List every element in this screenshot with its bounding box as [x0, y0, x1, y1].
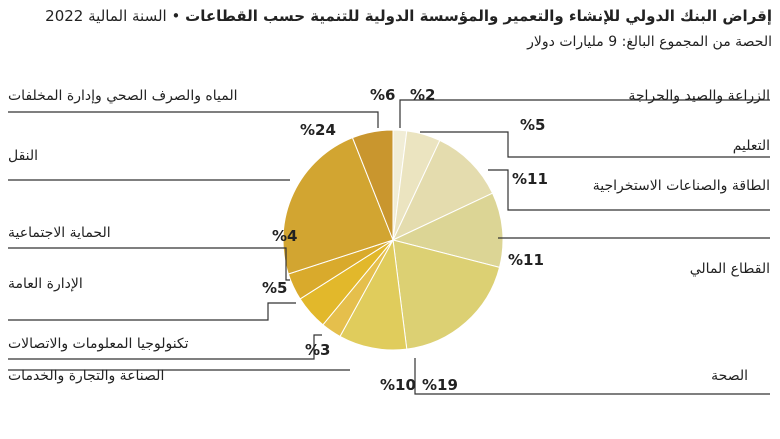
leader-line	[8, 111, 379, 128]
slice-percent-label: %3	[305, 341, 330, 359]
slice-category-label: المياه والصرف الصحي وإدارة المخلفات	[8, 88, 238, 104]
chart-title-main: إقراض البنك الدولي للإنشاء والتعمير والم…	[185, 7, 772, 25]
slice-category-label: القطاع المالي	[690, 261, 770, 277]
slice-percent-label: %24	[300, 121, 336, 139]
leader-line	[399, 99, 770, 128]
chart-subtitle: الحصة من المجموع البالغ: 9 مليارات دولار	[527, 34, 772, 50]
pie-slices	[282, 129, 504, 351]
slice-category-label: الصحة	[711, 368, 748, 384]
pie-slice	[391, 139, 494, 242]
pie-slice	[351, 129, 394, 241]
slice-percent-label: %2	[410, 86, 435, 104]
slice-category-label: الزراعة والصيد والحراجة	[628, 88, 770, 104]
leader-line	[420, 131, 770, 158]
pie-slice	[392, 239, 501, 350]
slice-percent-label: %10	[380, 376, 416, 394]
chart-title-separator: •	[171, 7, 181, 25]
leader-line	[488, 169, 770, 211]
slice-category-label: الصناعة والتجارة والخدمات	[8, 368, 164, 384]
slice-category-label: الإدارة العامة	[8, 276, 83, 292]
slice-percent-label: %6	[370, 86, 395, 104]
slice-category-label: تكنولوجيا المعلومات والاتصالات	[8, 336, 189, 352]
slice-category-label: الطاقة والصناعات الاستخراجية	[593, 178, 770, 194]
slice-percent-label: %5	[520, 116, 545, 134]
chart-title: إقراض البنك الدولي للإنشاء والتعمير والم…	[45, 6, 772, 26]
slice-percent-label: %11	[508, 251, 544, 269]
chart-title-year: السنة المالية 2022	[45, 7, 167, 25]
leader-line	[8, 334, 322, 360]
slice-category-label: الحماية الاجتماعية	[8, 225, 111, 241]
slice-percent-label: %11	[512, 170, 548, 188]
leader-lines	[8, 99, 770, 395]
slice-category-label: النقل	[8, 148, 38, 164]
slice-labels: %2 الزراعة والصيد والحراجة %5 التعليم %11 الط…	[8, 86, 770, 394]
slice-percent-label: %4	[272, 227, 297, 245]
slice-percent-label: %5	[262, 279, 287, 297]
pie-slice	[391, 192, 504, 268]
leader-line	[8, 302, 296, 321]
leader-line	[8, 247, 290, 281]
leader-line	[414, 358, 770, 395]
slice-percent-label: %19	[422, 376, 458, 394]
slice-category-label: التعليم	[733, 138, 770, 154]
